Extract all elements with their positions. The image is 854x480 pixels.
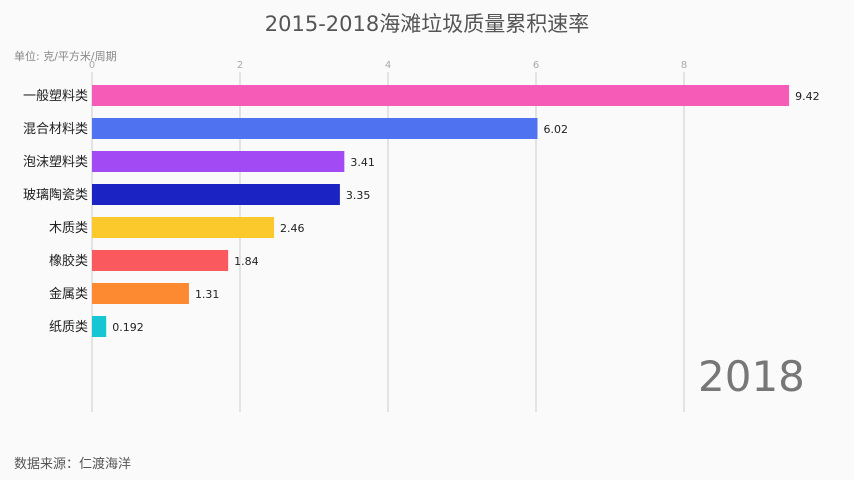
category-label: 金属类	[49, 286, 88, 302]
x-tick-label: 0	[89, 60, 95, 71]
category-label: 橡胶类	[49, 253, 88, 269]
x-tick-label: 8	[681, 60, 687, 71]
bar	[92, 250, 229, 271]
data-label: 6.02	[543, 123, 568, 136]
data-label: 1.84	[234, 255, 259, 268]
data-label: 0.192	[112, 321, 144, 334]
bar	[92, 118, 538, 139]
bar	[92, 283, 189, 304]
source-note: 数据来源：仁渡海洋	[14, 457, 132, 472]
data-label: 2.46	[280, 222, 305, 235]
unit-label: 单位: 克/平方米/周期	[14, 50, 117, 63]
x-tick-label: 6	[533, 60, 539, 71]
x-tick-label: 2	[237, 60, 243, 71]
category-label: 纸质类	[49, 320, 88, 335]
category-label: 一般塑料类	[23, 88, 88, 104]
data-label: 1.31	[195, 288, 220, 301]
chart-title: 2015-2018海滩垃圾质量累积速率	[264, 12, 590, 36]
data-label: 3.41	[350, 156, 375, 169]
bar	[92, 85, 790, 106]
bar	[92, 151, 345, 172]
bar	[92, 184, 340, 205]
category-label: 木质类	[49, 221, 88, 236]
data-label: 9.42	[795, 90, 820, 103]
x-tick-label: 4	[385, 60, 391, 71]
bar	[92, 217, 275, 238]
data-label: 3.35	[346, 189, 371, 202]
category-label: 泡沫塑料类	[23, 155, 88, 170]
category-label: 玻璃陶瓷类	[23, 187, 88, 203]
period-label: 2018	[698, 352, 805, 401]
bar	[92, 316, 107, 337]
category-label: 混合材料类	[23, 122, 88, 137]
